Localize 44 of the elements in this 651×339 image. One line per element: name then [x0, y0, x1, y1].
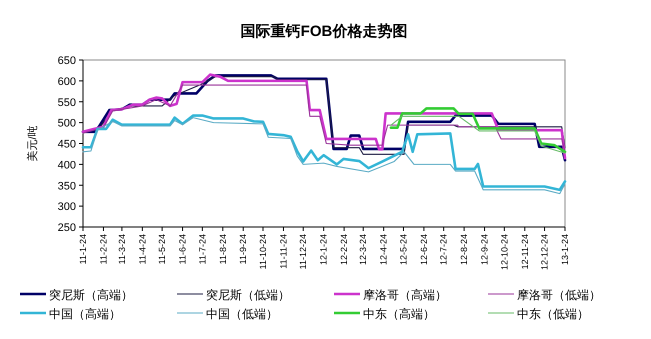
y-tick-label: 600	[58, 76, 76, 88]
x-tick-label: 11-12-24	[298, 234, 308, 270]
legend-label: 摩洛哥（低端）	[517, 288, 601, 302]
x-tick-label: 11-5-24	[157, 234, 168, 264]
y-tick-label: 350	[58, 180, 76, 192]
legend-label: 中东（高端）	[363, 307, 435, 321]
y-tick-label: 650	[58, 55, 76, 67]
x-tick-label: 12-10-24	[499, 234, 510, 270]
y-axis-title: 美元/吨	[26, 125, 39, 162]
x-tick-label: 12-3-24	[358, 234, 368, 266]
x-tick-label: 11-8-24	[218, 234, 228, 264]
legend-label: 中东（低端）	[517, 307, 589, 321]
chart-title: 国际重钙FOB价格走势图	[240, 23, 408, 40]
x-tick-label: 12-4-24	[378, 234, 389, 266]
y-tick-label: 250	[58, 222, 76, 234]
legend-label: 突尼斯（高端）	[49, 288, 133, 302]
x-tick-label: 12-2-24	[339, 234, 350, 266]
y-tick-label: 300	[58, 201, 76, 214]
x-tick-label: 12-11-24	[520, 234, 530, 270]
x-tick-label: 12-8-24	[459, 234, 470, 266]
x-tick-label: 11-2-24	[98, 234, 108, 264]
x-tick-label: 11-6-24	[178, 234, 188, 264]
x-tick-label: 11-11-24	[278, 234, 288, 269]
y-tick-label: 450	[58, 138, 76, 150]
x-tick-label: 12-7-24	[438, 234, 449, 266]
x-tick-label: 12-9-24	[480, 234, 490, 266]
y-tick-label: 550	[58, 96, 76, 109]
x-tick-label: 12-5-24	[398, 234, 408, 266]
x-tick-label: 11-3-24	[116, 234, 127, 264]
legend-label: 摩洛哥（高端）	[363, 288, 447, 302]
y-tick-label: 400	[58, 159, 76, 172]
x-tick-label: 12-6-24	[418, 234, 429, 266]
x-tick-label: 11-4-24	[137, 234, 148, 264]
y-tick-label: 500	[58, 118, 76, 130]
legend-label: 中国（高端）	[49, 307, 121, 321]
x-tick-label: 13-1-24	[560, 234, 570, 266]
x-tick-label: 11-7-24	[197, 234, 208, 264]
x-tick-label: 11-1-24	[78, 234, 88, 264]
legend-label: 中国（低端）	[206, 307, 278, 321]
x-tick-label: 11-9-24	[238, 234, 248, 264]
legend-label: 突尼斯（低端）	[206, 288, 290, 302]
x-tick-label: 12-12-24	[540, 234, 550, 270]
x-tick-label: 12-1-24	[318, 234, 329, 266]
x-tick-label: 11-10-24	[258, 234, 268, 270]
